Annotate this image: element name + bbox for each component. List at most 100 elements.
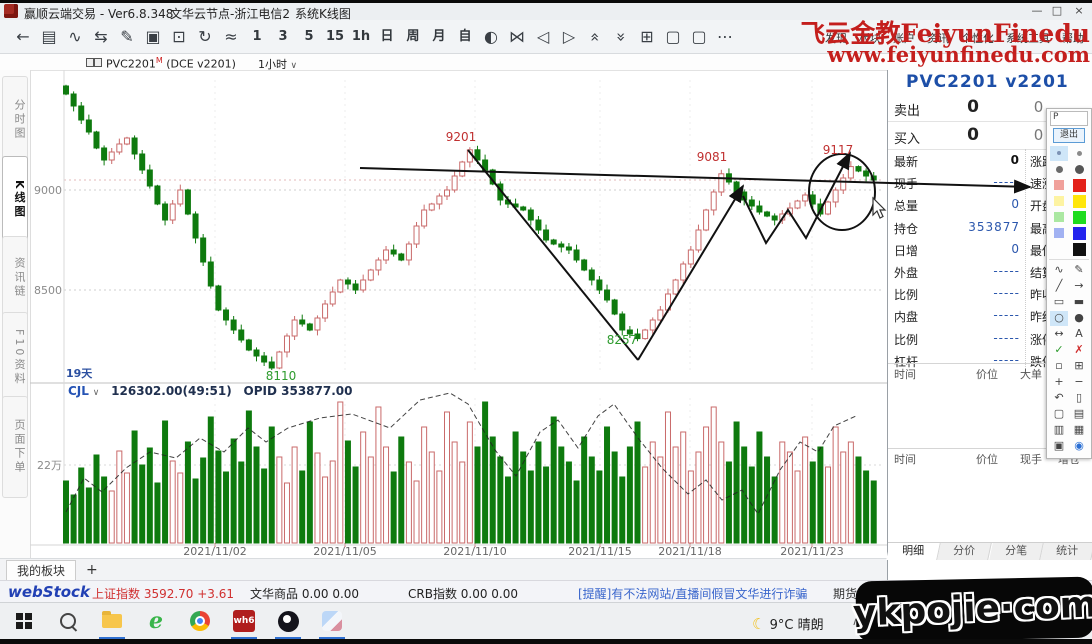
color-swatch[interactable] [1070, 194, 1088, 209]
line-tool[interactable]: ╱ [1055, 279, 1063, 292]
file-explorer-icon[interactable] [100, 609, 124, 633]
period-custom-button[interactable]: 自 [458, 28, 472, 44]
delete-tool[interactable]: ▯ [1075, 391, 1083, 404]
period-month-button[interactable]: 月 [432, 28, 446, 44]
more-button[interactable]: ⋯ [717, 26, 733, 46]
rect-tool[interactable]: ▭ [1053, 295, 1065, 308]
minimize-button[interactable]: — [1031, 4, 1043, 17]
ellipse-tool[interactable]: ○ [1050, 310, 1068, 326]
period-5min-button[interactable]: 5 [304, 28, 314, 44]
page-right-button[interactable]: ▷ [562, 26, 576, 46]
start-button[interactable] [12, 609, 36, 633]
menu-账户[interactable]: 账户 [893, 32, 915, 45]
chrome-icon[interactable] [188, 609, 212, 633]
scroll-down-button[interactable]: » [612, 31, 631, 42]
panel-tab-统计[interactable]: 统计 [1039, 543, 1092, 560]
period-15min-button[interactable]: 15 [325, 28, 345, 44]
menu-系统工具[interactable]: 系统工具 [1006, 32, 1050, 45]
confirm-tool[interactable]: ✓ [1054, 343, 1064, 356]
new-tool[interactable]: ▢ [1053, 407, 1065, 420]
hline-tool[interactable]: ↔ [1054, 327, 1064, 340]
ie-browser-icon[interactable]: e [149, 608, 163, 634]
palette-header[interactable]: P [1050, 111, 1088, 126]
color-swatch[interactable] [1050, 178, 1068, 193]
sidebar-tab-分时图[interactable]: 分时图 [2, 76, 28, 164]
wenhua-wh6-icon[interactable]: wh6 [232, 609, 256, 633]
undo-tool[interactable]: ↶ [1054, 391, 1064, 404]
filled-ellipse-tool[interactable]: ● [1074, 311, 1084, 324]
color-swatch[interactable] [1070, 162, 1088, 177]
text-tool[interactable]: A [1075, 327, 1083, 340]
kline-chart-canvas[interactable]: 9000 8500 22万 2021/11/02 2021/11/05 2021/11/1… [30, 70, 887, 558]
sidebar-tab-页面下单[interactable]: 页面下单 [2, 396, 28, 498]
trend-line-button[interactable]: ∿ [68, 26, 82, 46]
color-swatch[interactable] [1070, 146, 1088, 161]
compress-button[interactable]: ⋈ [509, 26, 525, 46]
period-selector[interactable]: 1小时 ∨ [258, 56, 297, 72]
pencil-tool[interactable]: ✎ [1074, 263, 1084, 276]
obs-icon[interactable] [276, 609, 300, 633]
magnify-tool[interactable]: ⊞ [1074, 359, 1084, 372]
arrow-tool[interactable]: → [1074, 279, 1084, 292]
sidebar-tab-K线图[interactable]: K线图 [2, 156, 28, 244]
close-button[interactable]: × [1074, 4, 1084, 17]
contract-tab[interactable]: PVC2201M (DCE v2201) [106, 56, 236, 71]
color-swatch[interactable] [1050, 226, 1068, 241]
color-swatch[interactable] [1050, 242, 1068, 257]
menu-发现[interactable]: 发现 [825, 32, 847, 45]
info-tool[interactable]: ◉ [1074, 439, 1084, 452]
palette-exit-button[interactable]: 退出 [1053, 128, 1085, 143]
weather-widget[interactable]: ☾ 9°C 晴朗 [752, 614, 824, 633]
color-swatch[interactable] [1070, 242, 1088, 257]
menu-个性化[interactable]: 个性化 [961, 32, 994, 45]
copy-tool[interactable]: ▤ [1073, 407, 1085, 420]
paint-app-icon[interactable] [320, 609, 344, 633]
color-swatch[interactable] [1050, 210, 1068, 225]
add-board-button[interactable]: + [86, 562, 98, 578]
draw-button[interactable]: ✎ [120, 26, 134, 46]
my-board-tab[interactable]: 我的板块 [6, 560, 77, 580]
color-swatch[interactable] [1050, 162, 1068, 177]
menu-帮助[interactable]: 帮助 [1062, 32, 1084, 45]
curve-tool[interactable]: ∿ [1054, 263, 1064, 276]
kline-window-button[interactable]: ▣ [145, 26, 161, 46]
color-swatch[interactable] [1070, 210, 1088, 225]
image-tool[interactable]: ▣ [1053, 439, 1065, 452]
save-layout-button[interactable]: ⊡ [172, 26, 186, 46]
color-swatch[interactable] [1050, 194, 1068, 209]
color-swatch[interactable] [1070, 178, 1088, 193]
indicator-button[interactable]: ≈ [224, 26, 238, 46]
sidebar-tab-F10资料[interactable]: F10资料 [2, 312, 28, 404]
back-button[interactable]: ← [16, 26, 30, 46]
period-week-button[interactable]: 周 [406, 28, 420, 44]
zoom-toggle-button[interactable]: ◐ [484, 26, 498, 46]
panel-tab-明细[interactable]: 明细 [886, 543, 942, 560]
refresh-button[interactable]: ↻ [198, 26, 212, 46]
page-left-button[interactable]: ◁ [536, 26, 550, 46]
remove-tool[interactable]: − [1074, 375, 1084, 388]
period-1min-button[interactable]: 1 [252, 28, 262, 44]
grid-layout-button[interactable]: ⊞ [640, 26, 654, 46]
sidebar-tab-资讯链[interactable]: 资讯链 [2, 236, 28, 320]
cancel-tool[interactable]: ✗ [1074, 343, 1084, 356]
add-tool[interactable]: + [1054, 375, 1064, 388]
quote-board-button[interactable]: ▤ [41, 26, 57, 46]
filled-rect-tool[interactable]: ▬ [1073, 295, 1085, 308]
menu-资讯[interactable]: 资讯 [927, 32, 949, 45]
search-icon[interactable] [56, 609, 80, 633]
save-tool[interactable]: ▦ [1073, 423, 1085, 436]
indicator-name[interactable]: CJL [68, 384, 89, 398]
period-day-button[interactable]: 日 [380, 28, 394, 44]
print-tool[interactable]: ▥ [1053, 423, 1065, 436]
color-swatch[interactable] [1050, 145, 1068, 161]
select-tool[interactable]: ▫ [1055, 359, 1063, 372]
color-swatch[interactable] [1070, 226, 1088, 241]
panel-tab-分价[interactable]: 分价 [937, 543, 993, 560]
maximize-button[interactable]: □ [1051, 4, 1063, 17]
period-3min-button[interactable]: 3 [278, 28, 288, 44]
menu-板块[interactable]: 板块 [859, 32, 881, 45]
period-1hour-button[interactable]: 1h [351, 28, 371, 44]
window-2-button[interactable]: ▢ [691, 26, 707, 46]
order-transfer-button[interactable]: ⇆ [94, 26, 108, 46]
panel-tab-分笔[interactable]: 分笔 [988, 543, 1044, 560]
